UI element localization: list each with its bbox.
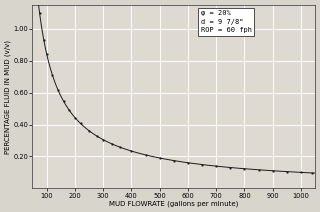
X-axis label: MUD FLOWRATE (gallons per minute): MUD FLOWRATE (gallons per minute)	[109, 201, 238, 207]
Text: φ = 20%
d = 9 7/8"
ROP = 60 fph: φ = 20% d = 9 7/8" ROP = 60 fph	[201, 10, 252, 33]
Y-axis label: PERCENTAGE FLUID IN MUD (v/v): PERCENTAGE FLUID IN MUD (v/v)	[5, 40, 12, 154]
